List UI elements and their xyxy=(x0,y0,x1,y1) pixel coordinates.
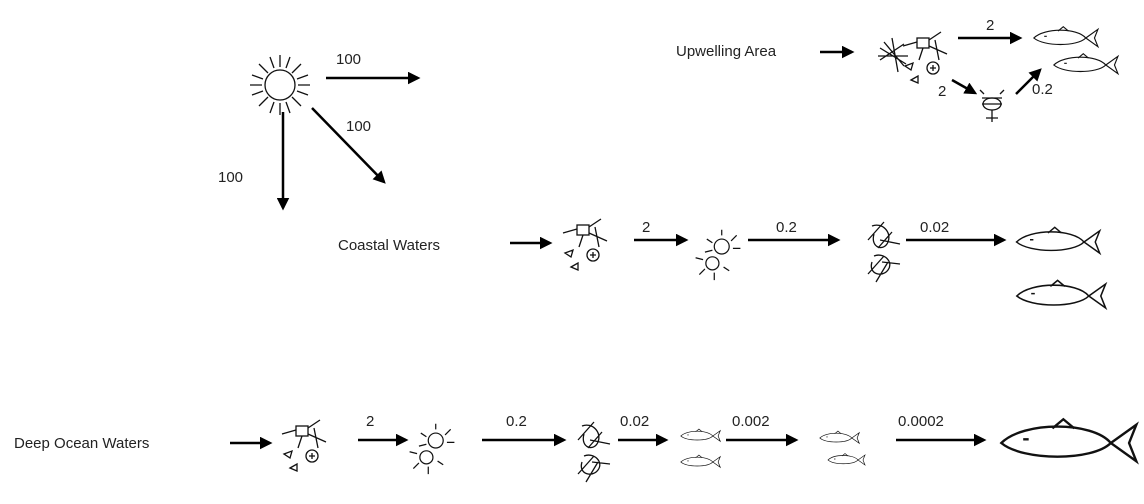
energy-label: 0.2 xyxy=(506,413,527,430)
arrow xyxy=(311,107,386,184)
phytoplankton-icon xyxy=(562,218,608,271)
energy-label: 100 xyxy=(218,169,243,186)
krill-icon xyxy=(867,221,901,283)
phytoplankton-burst xyxy=(878,37,908,73)
krill-icon xyxy=(577,421,611,483)
energy-label: 0.2 xyxy=(776,219,797,236)
arrow xyxy=(951,78,978,95)
fish-icon xyxy=(819,430,860,444)
fish-icon xyxy=(1015,226,1101,255)
tuna-icon xyxy=(999,417,1138,463)
phytoplankton-icon xyxy=(281,419,327,472)
energy-label: 0.2 xyxy=(1032,81,1053,98)
energy-label: 100 xyxy=(336,51,361,68)
phytoplankton-icon xyxy=(902,31,948,84)
energy-label: 2 xyxy=(986,17,994,34)
fish-icon xyxy=(1015,279,1107,309)
energy-label: 100 xyxy=(346,118,371,135)
energy-label: 0.02 xyxy=(620,413,649,430)
energy-label: 0.02 xyxy=(920,219,949,236)
energy-label: 2 xyxy=(642,219,650,236)
row-label: Deep Ocean Waters xyxy=(14,435,149,452)
arrow xyxy=(1015,68,1042,95)
fish-icon xyxy=(1053,53,1119,75)
energy-label: 0.002 xyxy=(732,413,770,430)
row-label: Upwelling Area xyxy=(676,43,777,60)
row-label: Coastal Waters xyxy=(338,237,440,254)
fish-icon xyxy=(680,428,721,442)
energy-label: 0.0002 xyxy=(898,413,944,430)
energy-label: 2 xyxy=(938,83,946,100)
energy-label: 2 xyxy=(366,413,374,430)
zooplankton-icon xyxy=(408,423,456,475)
zooplankton-icon xyxy=(694,229,742,281)
fish-icon xyxy=(827,453,866,466)
fish-icon xyxy=(1033,26,1099,48)
sun-icon xyxy=(250,55,310,115)
fish-icon xyxy=(680,454,721,468)
zooplankton-icon xyxy=(979,89,1005,122)
